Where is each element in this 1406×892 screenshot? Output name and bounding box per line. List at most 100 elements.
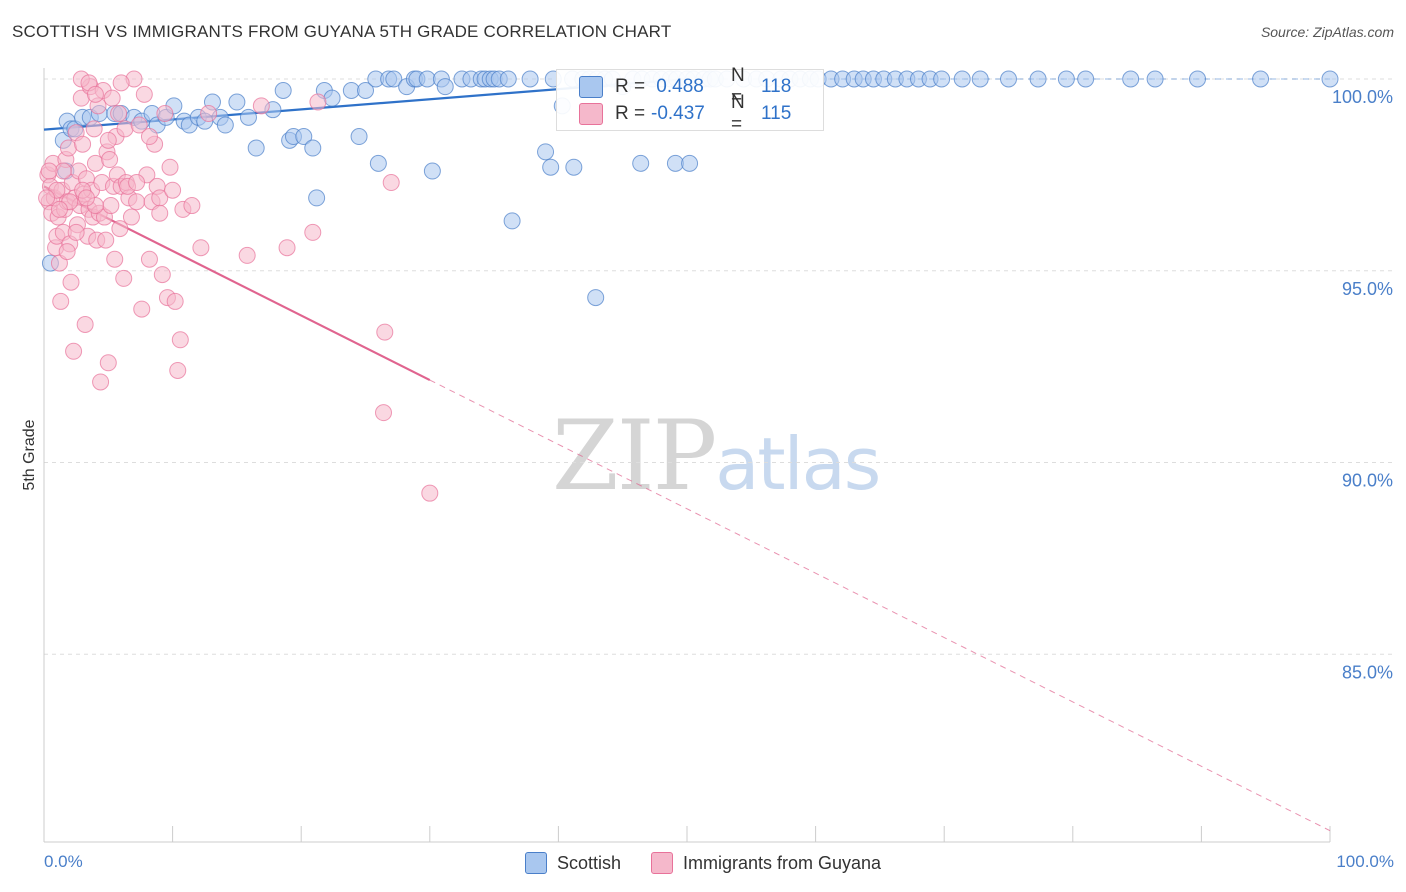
chart-source: Source: ZipAtlas.com bbox=[1260, 24, 1394, 40]
point-guyana bbox=[38, 189, 56, 207]
point-scottish bbox=[933, 70, 951, 88]
point-guyana bbox=[309, 93, 327, 111]
point-guyana bbox=[103, 89, 121, 107]
point-guyana bbox=[62, 273, 80, 291]
y-tick-label: 85.0% bbox=[1342, 662, 1393, 682]
point-scottish bbox=[239, 108, 257, 126]
y-tick-label: 95.0% bbox=[1342, 279, 1393, 299]
point-guyana bbox=[40, 162, 58, 180]
point-scottish bbox=[228, 93, 246, 111]
point-guyana bbox=[304, 223, 322, 241]
point-scottish bbox=[1122, 70, 1140, 88]
point-guyana bbox=[102, 197, 120, 215]
point-guyana bbox=[192, 239, 210, 257]
point-guyana bbox=[135, 85, 153, 103]
point-guyana bbox=[376, 323, 394, 341]
point-guyana bbox=[133, 300, 151, 318]
point-guyana bbox=[101, 151, 119, 169]
point-guyana bbox=[112, 74, 130, 92]
point-scottish bbox=[342, 82, 360, 100]
point-scottish bbox=[323, 89, 341, 107]
point-guyana bbox=[166, 292, 184, 310]
point-guyana bbox=[86, 85, 104, 103]
point-guyana bbox=[200, 105, 218, 123]
point-scottish bbox=[1029, 70, 1047, 88]
point-guyana bbox=[164, 181, 182, 199]
point-guyana bbox=[128, 193, 146, 211]
point-scottish bbox=[1146, 70, 1164, 88]
point-guyana bbox=[183, 197, 201, 215]
point-scottish bbox=[216, 116, 234, 134]
stats-row-scottish: R = 0.488 N = 118 bbox=[579, 65, 791, 108]
legend-item-scottish[interactable]: Scottish bbox=[524, 852, 621, 874]
legend-item-guyana[interactable]: Immigrants from Guyana bbox=[650, 852, 882, 874]
stats-r-label: R = bbox=[615, 103, 646, 124]
point-guyana bbox=[115, 269, 133, 287]
point-scottish bbox=[1252, 70, 1270, 88]
point-scottish bbox=[1000, 70, 1017, 88]
stats-n-label: N = bbox=[731, 92, 745, 135]
point-scottish bbox=[436, 78, 454, 96]
point-guyana bbox=[59, 139, 77, 157]
point-scottish bbox=[350, 128, 368, 146]
trend-lines bbox=[43, 77, 1331, 832]
point-guyana bbox=[421, 484, 439, 502]
legend: Scottish Immigrants from Guyana bbox=[0, 852, 1406, 874]
point-scottish bbox=[357, 82, 374, 100]
point-guyana bbox=[111, 220, 129, 238]
stats-n-label: N = bbox=[731, 65, 745, 108]
point-scottish bbox=[565, 158, 583, 176]
point-scottish bbox=[1189, 70, 1207, 88]
y-tick-labels: 100.0% 95.0% 90.0% 85.0% bbox=[1332, 87, 1393, 682]
point-guyana bbox=[161, 158, 179, 176]
point-guyana bbox=[252, 97, 270, 115]
point-guyana bbox=[151, 204, 169, 222]
point-scottish bbox=[521, 70, 539, 88]
point-guyana bbox=[65, 342, 83, 360]
point-guyana bbox=[169, 361, 187, 379]
point-scottish bbox=[385, 70, 403, 88]
point-scottish bbox=[666, 154, 684, 172]
point-guyana bbox=[67, 223, 85, 241]
stats-legend-box: R = 0.488 N = 118 R = -0.437 N = 115 bbox=[556, 65, 824, 135]
stats-r-label: R = bbox=[615, 76, 646, 97]
point-guyana bbox=[54, 162, 72, 180]
point-scottish bbox=[418, 70, 436, 88]
point-guyana bbox=[92, 373, 110, 391]
stats-row-guyana: R = -0.437 N = 115 bbox=[579, 92, 792, 135]
point-guyana bbox=[140, 128, 158, 146]
point-guyana bbox=[99, 131, 117, 149]
point-guyana bbox=[130, 116, 148, 134]
point-guyana bbox=[171, 331, 189, 349]
point-scottish bbox=[369, 154, 387, 172]
point-guyana bbox=[106, 250, 124, 268]
point-scottish bbox=[542, 158, 560, 176]
point-guyana bbox=[97, 231, 115, 249]
legend-label-guyana: Immigrants from Guyana bbox=[682, 852, 882, 873]
point-guyana bbox=[85, 120, 103, 138]
y-tick-label: 90.0% bbox=[1342, 471, 1393, 491]
y-tick-label: 100.0% bbox=[1332, 87, 1393, 107]
point-scottish bbox=[423, 162, 441, 180]
point-scottish bbox=[1057, 70, 1075, 88]
point-guyana bbox=[156, 105, 174, 123]
trend-line-guyana-extended bbox=[429, 379, 1331, 832]
point-guyana bbox=[58, 243, 76, 261]
point-guyana bbox=[99, 354, 117, 372]
point-scottish bbox=[537, 143, 555, 161]
point-guyana bbox=[77, 189, 95, 207]
point-scottish bbox=[304, 139, 322, 157]
point-scottish bbox=[971, 70, 989, 88]
point-scottish bbox=[308, 189, 326, 207]
point-scottish bbox=[1077, 70, 1095, 88]
stats-n-value: 115 bbox=[761, 103, 792, 124]
point-scottish bbox=[295, 128, 313, 146]
grid-lines bbox=[44, 78, 1392, 655]
point-guyana bbox=[238, 246, 256, 264]
point-guyana bbox=[110, 105, 128, 123]
point-scottish bbox=[953, 70, 971, 88]
stats-swatch-scottish bbox=[579, 76, 603, 98]
point-scottish bbox=[632, 154, 650, 172]
stats-r-value: -0.437 bbox=[651, 103, 705, 124]
point-guyana bbox=[74, 135, 92, 153]
